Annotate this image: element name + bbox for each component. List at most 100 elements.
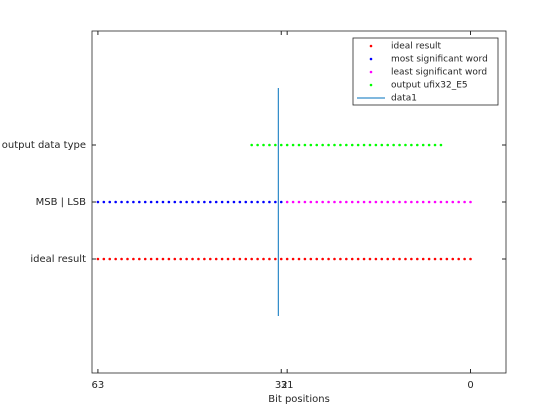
data-point xyxy=(356,257,360,261)
x-tick-label: 0 xyxy=(467,380,473,391)
legend-label: least significant word xyxy=(391,68,487,78)
data-point xyxy=(191,257,194,261)
legend-label: ideal result xyxy=(391,42,442,52)
data-point xyxy=(368,143,372,147)
data-point xyxy=(297,143,301,147)
data-point xyxy=(220,200,224,204)
data-point xyxy=(262,143,265,147)
data-point xyxy=(291,143,295,147)
data-point xyxy=(268,200,271,204)
x-tick-label: 32 xyxy=(275,380,288,391)
data-point xyxy=(410,200,413,204)
data-point xyxy=(108,257,112,261)
data-point xyxy=(427,257,431,261)
data-point xyxy=(439,143,443,147)
data-point xyxy=(214,257,218,261)
data-point xyxy=(398,257,401,261)
data-point xyxy=(262,200,265,204)
data-point xyxy=(291,257,295,261)
data-point xyxy=(339,200,342,204)
data-point xyxy=(96,200,100,204)
data-point xyxy=(398,200,401,204)
data-point xyxy=(415,200,419,204)
data-point xyxy=(327,143,330,147)
data-point xyxy=(155,257,159,261)
data-point xyxy=(427,143,431,147)
data-point xyxy=(398,143,401,147)
data-point xyxy=(345,200,348,204)
data-point xyxy=(208,200,212,204)
data-point xyxy=(179,200,183,204)
legend-swatch xyxy=(369,57,373,61)
data-point xyxy=(421,257,425,261)
data-point xyxy=(339,143,342,147)
data-point xyxy=(386,200,390,204)
data-point xyxy=(303,143,307,147)
data-point xyxy=(451,200,455,204)
data-point xyxy=(345,143,348,147)
data-point xyxy=(232,200,236,204)
data-point xyxy=(285,200,289,204)
data-point xyxy=(191,200,194,204)
data-point xyxy=(362,257,366,261)
data-point xyxy=(327,257,330,261)
legend-box xyxy=(352,37,499,106)
data-point xyxy=(256,200,259,204)
data-point xyxy=(238,200,242,204)
data-point xyxy=(303,200,307,204)
legend-swatch xyxy=(369,83,373,87)
data-point xyxy=(439,200,443,204)
data-point xyxy=(114,200,117,204)
data-point xyxy=(321,257,324,261)
data-point xyxy=(404,257,407,261)
data-point xyxy=(185,200,188,204)
data-point xyxy=(138,257,141,261)
data-point xyxy=(185,257,188,261)
data-point xyxy=(415,257,419,261)
data-point xyxy=(345,257,348,261)
data-point xyxy=(167,200,171,204)
data-point xyxy=(362,200,366,204)
data-point xyxy=(321,200,324,204)
data-point xyxy=(102,200,106,204)
data-point xyxy=(244,257,248,261)
data-point xyxy=(268,257,271,261)
data-point xyxy=(143,257,147,261)
data-point xyxy=(410,257,413,261)
y-tick-label: output data type xyxy=(2,140,86,151)
data-point xyxy=(262,257,265,261)
data-point xyxy=(321,143,324,147)
data-point xyxy=(256,143,259,147)
data-point xyxy=(386,257,390,261)
data-point xyxy=(250,200,253,204)
data-point xyxy=(250,257,253,261)
data-point xyxy=(463,257,466,261)
data-point xyxy=(167,257,171,261)
data-point xyxy=(238,257,242,261)
data-point xyxy=(410,143,413,147)
data-point xyxy=(226,257,230,261)
data-point xyxy=(333,200,336,204)
data-point xyxy=(433,200,437,204)
x-tick-label: 31 xyxy=(281,380,294,391)
data-point xyxy=(132,257,135,261)
data-point xyxy=(179,257,183,261)
data-point xyxy=(173,257,177,261)
data-point xyxy=(244,200,248,204)
data-point xyxy=(350,257,354,261)
data-point xyxy=(197,200,200,204)
data-point xyxy=(214,200,218,204)
data-point xyxy=(333,143,336,147)
data-point xyxy=(114,257,117,261)
data-point xyxy=(421,200,425,204)
data-point xyxy=(197,257,200,261)
data-point xyxy=(102,257,106,261)
data-point xyxy=(285,143,289,147)
legend-label: most significant word xyxy=(391,55,488,65)
data-point xyxy=(315,200,319,204)
data-point xyxy=(386,143,390,147)
data-point xyxy=(120,200,123,204)
data-point xyxy=(96,257,100,261)
data-point xyxy=(350,143,354,147)
